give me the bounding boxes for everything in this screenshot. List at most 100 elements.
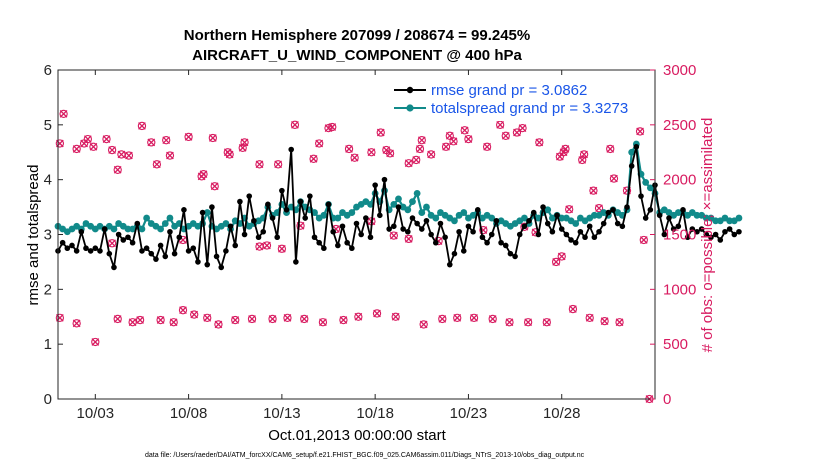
obs-assimilated-cross xyxy=(386,149,394,158)
rmse-point xyxy=(521,223,528,230)
rmse-point xyxy=(106,250,113,257)
totalspread-point xyxy=(409,198,416,206)
obs-possible-circle xyxy=(240,138,249,147)
obs-assimilated-cross xyxy=(569,305,577,313)
totalspread-point xyxy=(124,225,132,233)
obs-possible-circle xyxy=(354,312,363,321)
totalspread-point xyxy=(166,214,174,222)
rmse-point xyxy=(391,223,397,230)
obs-assimilated-cross xyxy=(636,127,644,136)
obs-count-marker xyxy=(505,318,514,327)
rmse-point xyxy=(274,234,281,241)
obs-count-marker xyxy=(606,144,615,154)
rmse-point xyxy=(446,261,453,268)
obs-count-marker xyxy=(300,314,309,324)
totalspread-point xyxy=(395,195,402,203)
obs-count-marker xyxy=(128,318,137,327)
obs-possible-circle xyxy=(568,304,578,314)
obs-possible-circle xyxy=(203,313,212,322)
x-tick-label: 10/13 xyxy=(263,405,301,422)
x-tick-label: 10/08 xyxy=(170,405,208,422)
obs-possible-circle xyxy=(520,222,529,231)
obs-assimilated-cross xyxy=(179,306,187,315)
obs-assimilated-cross xyxy=(225,150,234,159)
obs-assimilated-cross xyxy=(580,150,588,159)
obs-count-marker xyxy=(72,144,81,154)
rmse-point xyxy=(507,250,514,257)
rmse-point xyxy=(223,248,229,254)
obs-possible-circle xyxy=(350,153,359,162)
obs-count-marker xyxy=(208,133,217,143)
obs-assimilated-cross xyxy=(328,123,337,131)
obs-count-marker xyxy=(59,109,68,119)
obs-assimilated-cross xyxy=(585,313,594,322)
obs-assimilated-cross xyxy=(210,182,219,191)
obs-possible-circle xyxy=(589,186,598,195)
legend-rmse-marker xyxy=(406,86,414,94)
totalspread-point xyxy=(320,211,328,219)
obs-count-marker xyxy=(273,160,283,169)
rmse-point xyxy=(358,231,364,238)
obs-assimilated-cross xyxy=(91,338,100,346)
rmse-point xyxy=(307,193,313,199)
obs-possible-circle xyxy=(162,136,171,145)
obs-possible-circle xyxy=(441,142,451,151)
obs-possible-circle xyxy=(190,310,199,319)
obs-possible-circle xyxy=(419,320,428,329)
series-layer xyxy=(54,140,743,271)
rmse-point xyxy=(241,231,248,238)
rmse-point xyxy=(227,223,234,230)
obs-possible-circle xyxy=(609,174,619,183)
rmse-point xyxy=(400,226,406,232)
obs-assimilated-cross xyxy=(125,151,133,160)
obs-possible-circle xyxy=(639,235,648,245)
obs-assimilated-cross xyxy=(89,142,98,151)
rmse-point xyxy=(381,176,388,183)
obs-assimilated-cross xyxy=(419,320,428,329)
rmse-point xyxy=(488,231,495,238)
rmse-point xyxy=(349,245,355,252)
obs-count-marker xyxy=(496,120,505,129)
rmse-point xyxy=(432,239,439,246)
totalspread-point xyxy=(404,206,412,214)
rmse-point xyxy=(59,239,66,246)
rmse-point xyxy=(572,239,579,246)
rmse-point xyxy=(675,223,682,230)
obs-count-marker xyxy=(277,244,287,253)
obs-count-marker xyxy=(469,313,479,322)
totalspread-point xyxy=(572,220,580,227)
rmse-point xyxy=(605,209,612,216)
obs-count-marker xyxy=(460,126,469,135)
y-tick-label-left: 2 xyxy=(44,281,52,298)
obs-assimilated-cross xyxy=(501,131,510,140)
rmse-point xyxy=(614,220,621,227)
obs-assimilated-cross xyxy=(339,316,348,324)
obs-possible-circle xyxy=(255,160,264,169)
rmse-point xyxy=(209,204,215,210)
obs-count-marker xyxy=(135,315,145,325)
rmse-point xyxy=(190,245,197,252)
obs-count-marker xyxy=(283,313,292,322)
rmse-point xyxy=(181,207,187,213)
obs-count-marker xyxy=(589,186,598,195)
obs-possible-circle xyxy=(152,160,162,169)
y-tick-label-left: 0 xyxy=(44,391,52,408)
y-tick-label-right: 1000 xyxy=(663,281,696,298)
obs-assimilated-cross xyxy=(367,148,376,157)
obs-possible-circle xyxy=(372,309,382,318)
y-tick-label-left: 5 xyxy=(44,117,52,134)
obs-count-marker xyxy=(156,315,165,325)
rmse-point xyxy=(330,228,336,235)
obs-assimilated-cross xyxy=(199,170,208,179)
totalspread-point xyxy=(390,200,398,208)
x-axis-label: Oct.01,2013 00:00:00 start xyxy=(268,427,446,444)
obs-count-marker xyxy=(417,136,426,145)
rmse-point xyxy=(297,198,304,205)
obs-count-marker xyxy=(262,241,272,250)
rmse-point xyxy=(535,231,542,238)
legend-spread-marker xyxy=(406,104,414,112)
obs-possible-circle xyxy=(415,144,425,154)
obs-count-marker xyxy=(199,170,208,179)
obs-layer xyxy=(55,109,654,404)
totalspread-point xyxy=(558,214,566,222)
